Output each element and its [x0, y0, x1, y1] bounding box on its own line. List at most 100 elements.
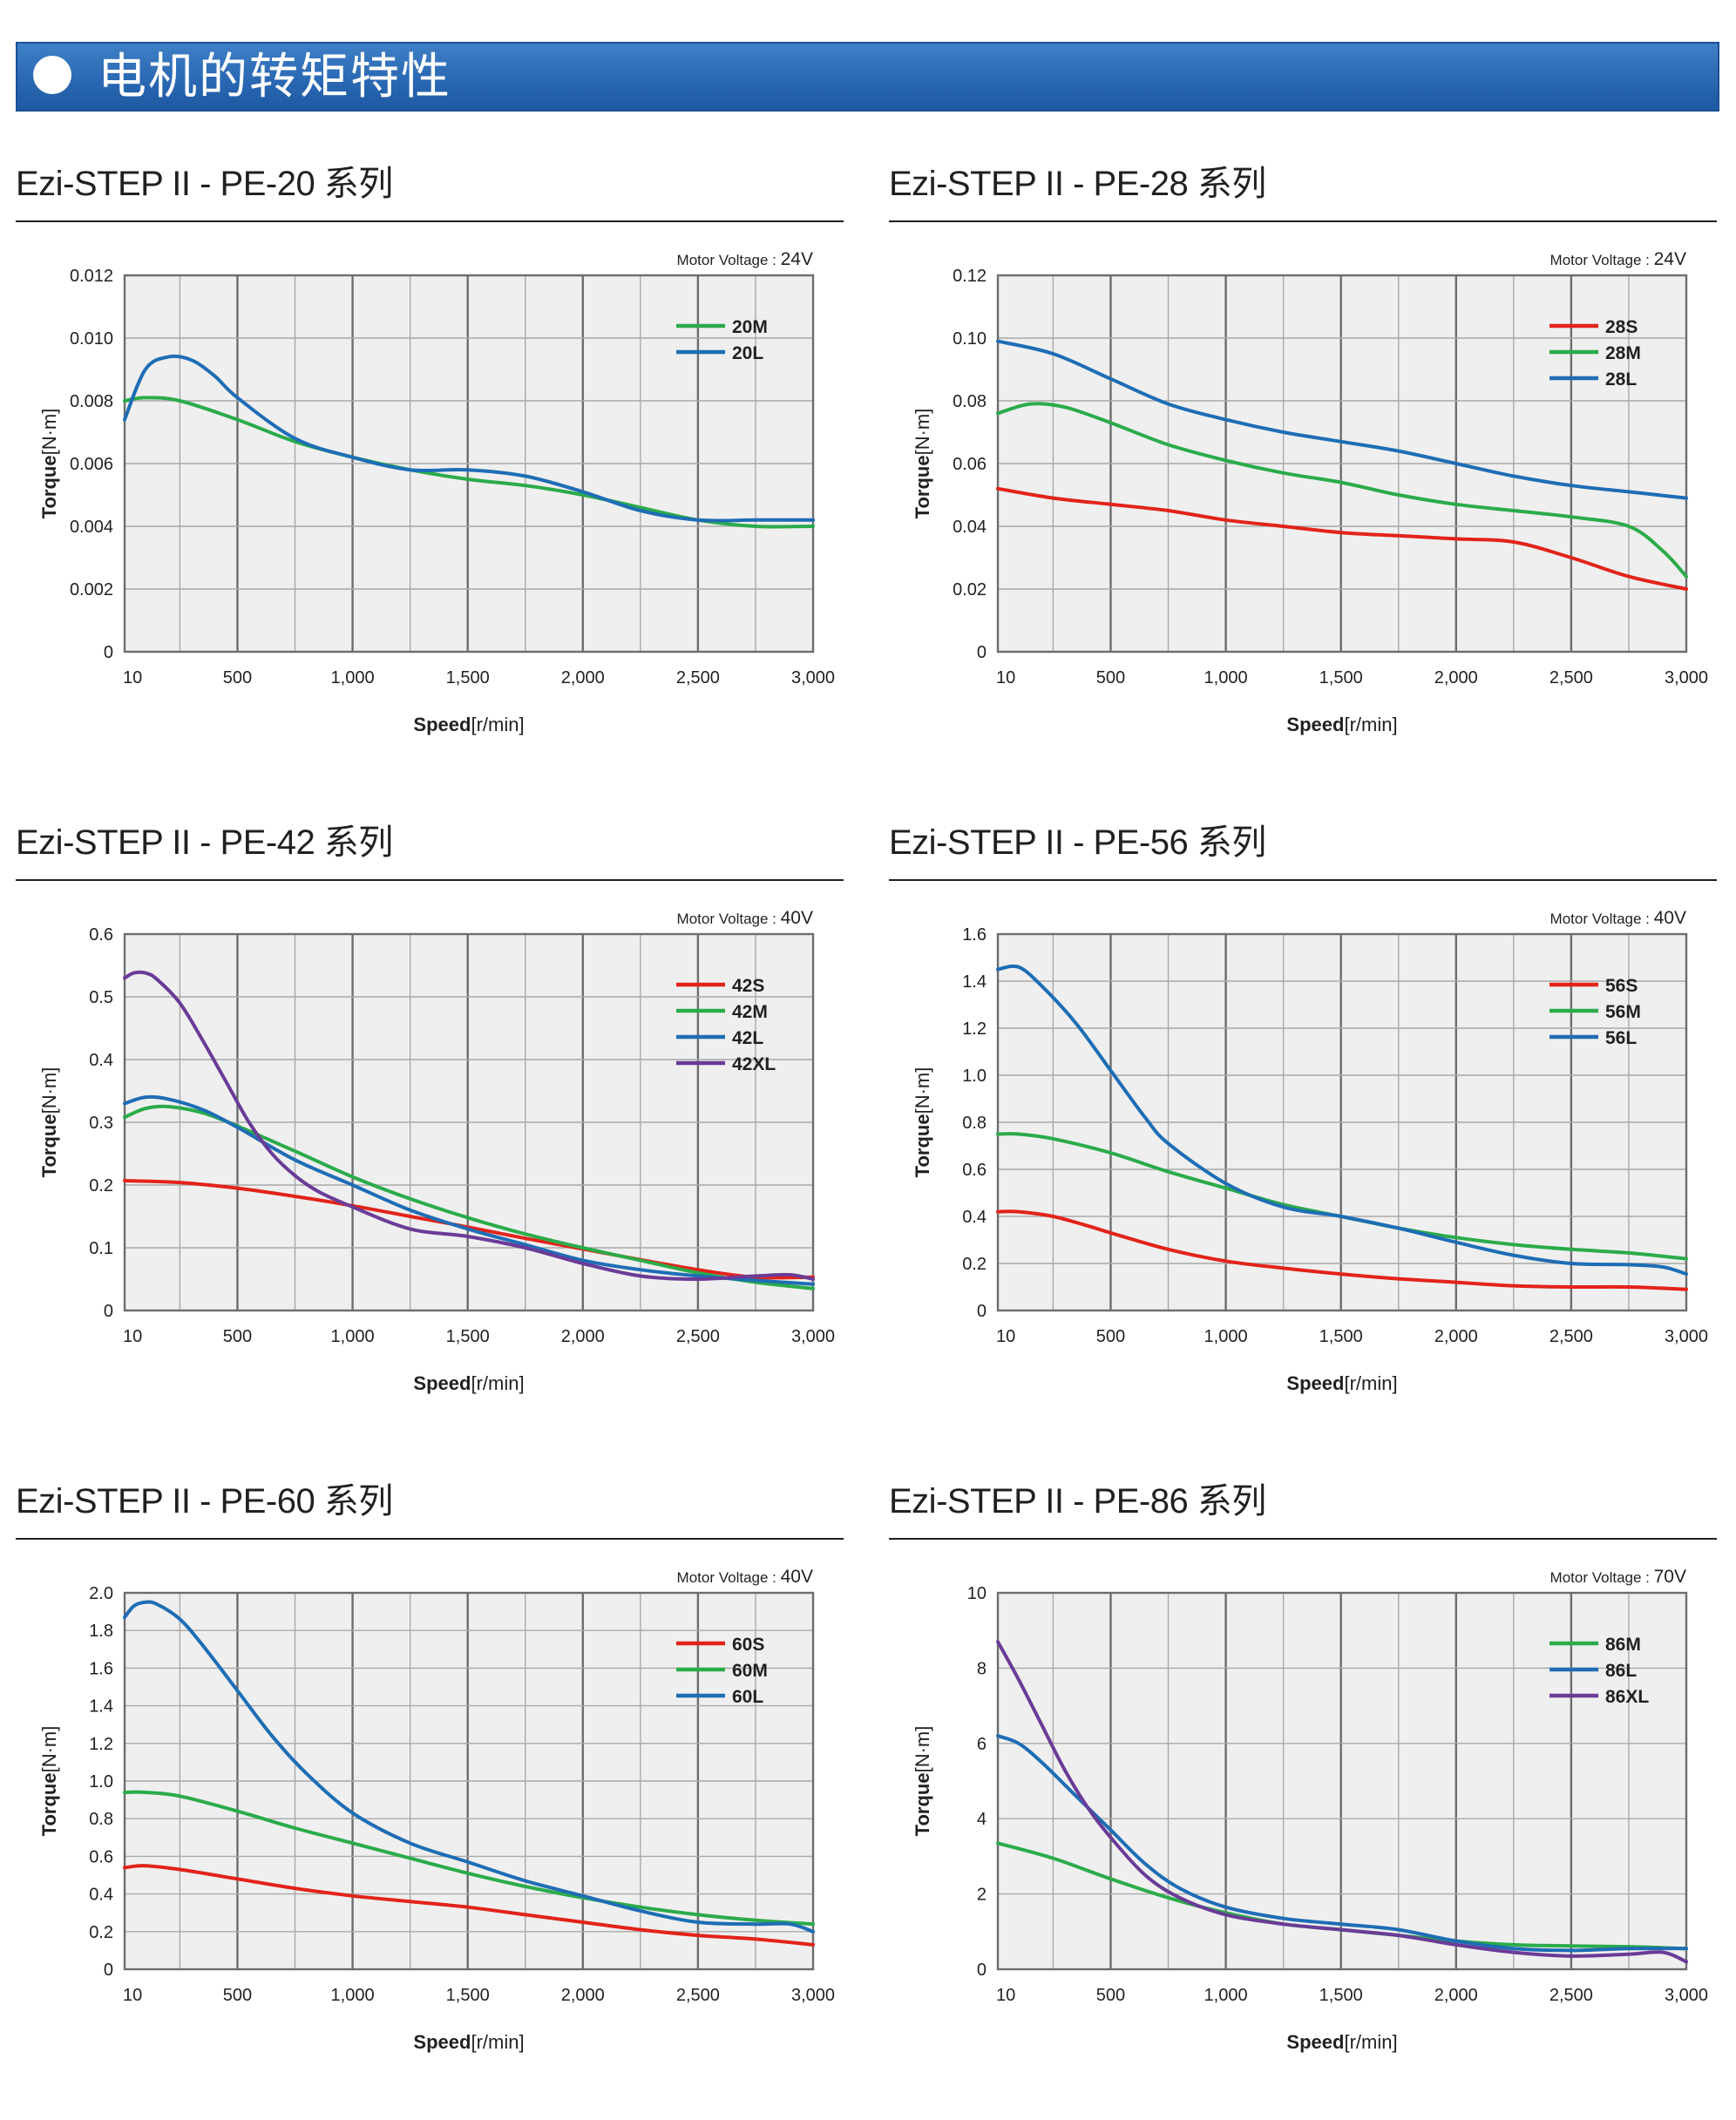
x-tick-label: 1,500 — [1319, 1986, 1363, 2005]
series-line-42M — [123, 1104, 815, 1290]
x-axis-label-bold: Speed — [1286, 1372, 1344, 1394]
y-tick-label: 0.06 — [953, 455, 987, 474]
legend-label-86L: 86L — [1605, 1661, 1637, 1681]
y-tick-label: 1.4 — [962, 972, 987, 992]
y-tick-label: 0.6 — [89, 925, 113, 945]
x-tick-label: 1,000 — [331, 1327, 375, 1346]
y-axis-label-bold: Torque — [38, 1772, 60, 1836]
series-line-60S — [123, 1864, 815, 1947]
x-tick-label: 2,500 — [1550, 1327, 1593, 1346]
x-tick-label: 1,500 — [1319, 1327, 1363, 1346]
legend-label-56M: 56M — [1605, 1002, 1641, 1022]
motor-voltage-value: 40V — [781, 1567, 813, 1587]
y-tick-label: 0 — [977, 1961, 987, 1980]
title-divider — [16, 879, 844, 881]
chart-title: Ezi-STEP II - PE-42 系列 — [16, 823, 393, 862]
motor-voltage-caption: Motor Voltage : — [677, 252, 781, 268]
title-divider — [16, 220, 844, 222]
motor-voltage-label: Motor Voltage : 40V — [677, 908, 813, 928]
chart-panel-pe42: Ezi-STEP II - PE-42 系列 0 0.1 0.2 0.3 0.4 0.5 0… — [16, 820, 852, 1447]
x-axis-label-unit: [r/min] — [471, 714, 524, 735]
y-tick-label: 1.4 — [89, 1697, 113, 1717]
x-tick-label: 3,000 — [1665, 1986, 1708, 2005]
x-tick-label: 2,000 — [1434, 1327, 1478, 1346]
y-tick-label: 0.6 — [962, 1161, 987, 1180]
motor-voltage-caption: Motor Voltage : — [1550, 252, 1654, 268]
legend-label-42S: 42S — [732, 976, 764, 996]
x-axis-label: Speed[r/min] — [413, 1372, 524, 1394]
legend-label-28S: 28S — [1605, 317, 1638, 337]
x-axis-label-bold: Speed — [413, 714, 471, 735]
legend-label-60M: 60M — [732, 1661, 768, 1681]
motor-voltage-label: Motor Voltage : 70V — [1550, 1567, 1686, 1587]
y-tick-label: 0.04 — [953, 518, 987, 537]
y-tick-label: 0.8 — [89, 1810, 113, 1829]
y-tick-label: 1.8 — [89, 1622, 113, 1641]
x-tick-label: 2,500 — [676, 1327, 720, 1346]
torque-chart-pe42: 0 0.1 0.2 0.3 0.4 0.5 0.6 10 500 1,000 1,500 2,000 2… — [38, 908, 835, 1394]
y-tick-label: 0.2 — [962, 1255, 987, 1274]
legend-label-42L: 42L — [732, 1028, 763, 1048]
series-line-86L — [996, 1734, 1688, 1953]
series-line-86XL — [996, 1640, 1688, 1964]
x-tick-label: 3,000 — [1665, 1327, 1708, 1346]
title-divider — [16, 1538, 844, 1540]
y-tick-label: 0.1 — [89, 1239, 113, 1258]
torque-chart-pe60: 0 0.2 0.4 0.6 0.8 1.0 1.2 1.4 1.6 1.8 2.0 10 500 1,00… — [38, 1567, 835, 2053]
motor-voltage-value: 40V — [781, 908, 813, 928]
x-axis-label-unit: [r/min] — [1344, 714, 1397, 735]
motor-voltage-label: Motor Voltage : 40V — [677, 1567, 813, 1587]
y-tick-label: 1.6 — [89, 1659, 113, 1678]
x-tick-label: 3,000 — [791, 1327, 835, 1346]
x-tick-label: 3,000 — [1665, 668, 1708, 687]
x-axis-label: Speed[r/min] — [1286, 2031, 1397, 2053]
y-tick-label: 0.12 — [953, 267, 987, 286]
y-axis-label-bold: Torque — [912, 455, 933, 518]
plot-frame — [996, 274, 1688, 654]
motor-voltage-caption: Motor Voltage : — [1550, 911, 1654, 927]
y-axis-label-bold: Torque — [912, 1772, 933, 1836]
x-tick-label: 10 — [123, 1327, 142, 1346]
motor-voltage-value: 70V — [1654, 1567, 1686, 1587]
y-tick-label: 0.4 — [89, 1886, 113, 1905]
y-tick-label: 0 — [977, 1302, 987, 1321]
legend-label-20L: 20L — [732, 343, 763, 363]
page-title: 电机的转矩特性 — [98, 49, 451, 105]
legend-label-42XL: 42XL — [732, 1054, 776, 1074]
x-tick-label: 1,500 — [446, 668, 490, 687]
x-axis-label-bold: Speed — [1286, 2031, 1344, 2053]
x-tick-label: 2,000 — [1434, 668, 1478, 687]
y-tick-label: 1.2 — [89, 1735, 113, 1754]
x-tick-label: 1,000 — [1204, 1986, 1248, 2005]
legend-label-56S: 56S — [1605, 976, 1638, 996]
x-axis-label: Speed[r/min] — [413, 714, 524, 735]
x-tick-label: 10 — [996, 1327, 1015, 1346]
x-tick-label: 1,000 — [1204, 1327, 1248, 1346]
legend-label-86M: 86M — [1605, 1635, 1641, 1655]
x-tick-label: 1,000 — [1204, 668, 1248, 687]
y-axis-label-unit: [N·m] — [912, 1067, 933, 1114]
y-tick-label: 0.008 — [70, 392, 113, 411]
x-tick-label: 10 — [123, 1986, 142, 2005]
legend-label-20M: 20M — [732, 317, 768, 337]
chart-title: Ezi-STEP II - PE-28 系列 — [889, 165, 1266, 203]
y-axis-label: Torque[N·m] — [912, 1067, 933, 1178]
x-axis-label-unit: [r/min] — [1344, 1372, 1397, 1394]
y-tick-label: 2 — [977, 1886, 987, 1905]
x-tick-label: 10 — [996, 1986, 1015, 2005]
motor-voltage-label: Motor Voltage : 24V — [677, 249, 813, 269]
plot-frame — [996, 932, 1688, 1312]
x-tick-label: 10 — [123, 668, 142, 687]
title-divider — [889, 1538, 1717, 1540]
plot-frame — [123, 274, 815, 654]
y-tick-label: 0 — [104, 643, 113, 662]
x-axis-label: Speed[r/min] — [413, 2031, 524, 2053]
y-tick-label: 1.6 — [962, 925, 987, 945]
motor-voltage-caption: Motor Voltage : — [677, 911, 781, 927]
x-axis-label-unit: [r/min] — [471, 1372, 524, 1394]
series-line-60L — [123, 1600, 815, 1934]
y-axis-label: Torque[N·m] — [38, 1726, 60, 1837]
y-tick-label: 1.0 — [962, 1067, 987, 1086]
y-axis-label-unit: [N·m] — [38, 409, 60, 456]
series-line-42L — [123, 1094, 815, 1286]
